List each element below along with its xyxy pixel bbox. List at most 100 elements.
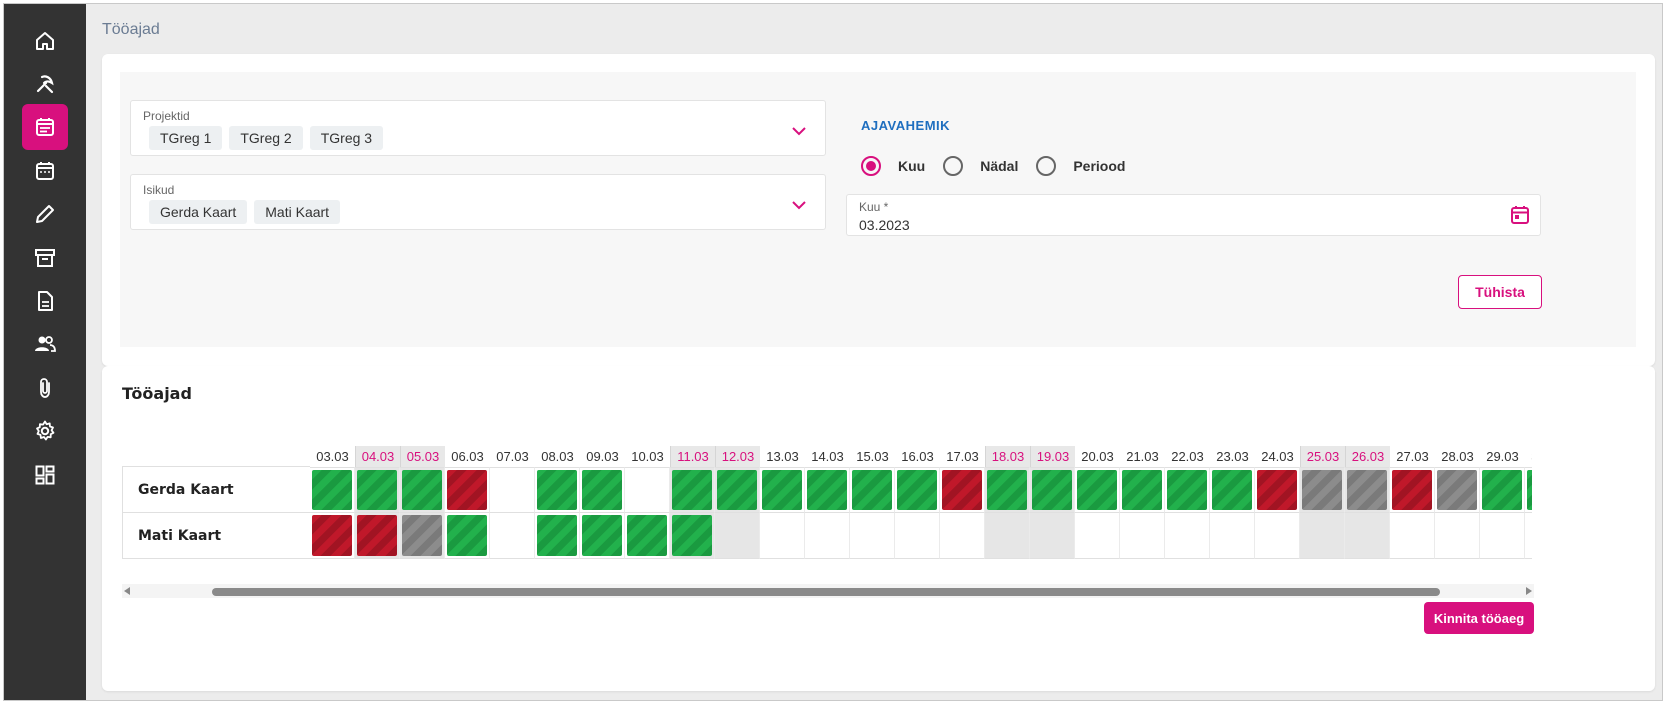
sidebar-item-people[interactable] <box>22 321 68 367</box>
timesheet-cell[interactable] <box>1480 467 1525 513</box>
timesheet-cell[interactable] <box>310 513 355 559</box>
worktime-block-red[interactable] <box>942 470 982 510</box>
timesheet-cell[interactable] <box>670 513 715 559</box>
timesheet-cell[interactable] <box>1480 513 1525 559</box>
worktime-block-red[interactable] <box>357 515 397 556</box>
worktime-block-green[interactable] <box>627 515 667 556</box>
scroll-right-arrow-icon[interactable] <box>1526 587 1532 595</box>
timesheet-cell[interactable] <box>1255 467 1300 513</box>
timesheet-cell[interactable] <box>940 467 985 513</box>
chip[interactable]: TGreg 1 <box>149 126 223 150</box>
worktime-block-green[interactable] <box>582 515 622 556</box>
radio-label[interactable]: Periood <box>1073 158 1126 174</box>
radio-label[interactable]: Kuu <box>898 158 926 174</box>
sidebar-item-archive[interactable] <box>22 235 68 281</box>
worktime-block-green[interactable] <box>537 515 577 556</box>
chip[interactable]: Gerda Kaart <box>149 200 248 224</box>
timesheet-cell[interactable] <box>715 467 760 513</box>
timesheet-cell[interactable] <box>1210 467 1255 513</box>
timesheet-cell[interactable] <box>1255 513 1300 559</box>
timesheet-cell[interactable] <box>1030 513 1075 559</box>
timesheet-cell[interactable] <box>1345 513 1390 559</box>
worktime-block-green[interactable] <box>1482 470 1522 510</box>
timesheet-cell[interactable] <box>625 513 670 559</box>
worktime-block-red[interactable] <box>1392 470 1432 510</box>
worktime-block-green[interactable] <box>537 470 577 510</box>
sidebar-item-gear[interactable] <box>22 408 68 454</box>
timesheet-cell[interactable] <box>1075 513 1120 559</box>
worktime-block-green[interactable] <box>1527 470 1532 510</box>
radio-kuu[interactable] <box>861 156 881 176</box>
worktime-block-green[interactable] <box>717 470 757 510</box>
timesheet-cell[interactable] <box>310 467 355 513</box>
timesheet-cell[interactable] <box>1300 467 1345 513</box>
timesheet-cell[interactable] <box>805 513 850 559</box>
sidebar-item-dashboard[interactable] <box>22 452 68 498</box>
worktime-block-green[interactable] <box>1122 470 1162 510</box>
worktime-block-green[interactable] <box>807 470 847 510</box>
timesheet-cell[interactable] <box>400 467 445 513</box>
worktime-block-green[interactable] <box>1167 470 1207 510</box>
sidebar-item-document[interactable] <box>22 278 68 324</box>
timesheet-cell[interactable] <box>1165 467 1210 513</box>
timesheet-cell[interactable] <box>850 513 895 559</box>
timesheet-cell[interactable] <box>445 513 490 559</box>
chip[interactable]: TGreg 2 <box>229 126 303 150</box>
horizontal-scrollbar[interactable] <box>122 584 1534 598</box>
timesheet-cell[interactable] <box>1210 513 1255 559</box>
timesheet-cell[interactable] <box>580 513 625 559</box>
chevron-down-icon[interactable] <box>791 199 807 211</box>
radio-label[interactable]: Nädal <box>980 158 1019 174</box>
sidebar-item-paperclip[interactable] <box>22 365 68 411</box>
timesheet-cell[interactable] <box>805 467 850 513</box>
timesheet-cell[interactable] <box>355 513 400 559</box>
timesheet-cell[interactable] <box>1165 513 1210 559</box>
timesheet-cell[interactable] <box>1120 513 1165 559</box>
timesheet-cell[interactable] <box>1525 513 1532 559</box>
timesheet-cell[interactable] <box>1435 513 1480 559</box>
worktime-block-green[interactable] <box>1212 470 1252 510</box>
timesheet-cell[interactable] <box>985 513 1030 559</box>
calendar-icon[interactable] <box>1510 205 1530 225</box>
worktime-block-red[interactable] <box>1257 470 1297 510</box>
worktime-block-green[interactable] <box>582 470 622 510</box>
chevron-down-icon[interactable] <box>791 125 807 137</box>
worktime-block-green[interactable] <box>1032 470 1072 510</box>
worktime-block-green[interactable] <box>672 470 712 510</box>
sidebar-item-timesheet[interactable] <box>22 104 68 150</box>
timesheet-cell[interactable] <box>1345 467 1390 513</box>
timesheet-cell[interactable] <box>535 467 580 513</box>
sidebar-item-home[interactable] <box>22 18 68 64</box>
worktime-block-green[interactable] <box>402 470 442 510</box>
radio-periood[interactable] <box>1036 156 1057 176</box>
timesheet-cell[interactable] <box>985 467 1030 513</box>
chip[interactable]: TGreg 3 <box>309 126 384 150</box>
timesheet-cell[interactable] <box>355 467 400 513</box>
timesheet-cell[interactable] <box>895 513 940 559</box>
timesheet-cell[interactable] <box>445 467 490 513</box>
chip[interactable]: Mati Kaart <box>254 200 341 224</box>
worktime-block-grey[interactable] <box>402 515 442 556</box>
timesheet-cell[interactable] <box>1390 467 1435 513</box>
worktime-block-green[interactable] <box>357 470 397 510</box>
timesheet-cell[interactable] <box>1120 467 1165 513</box>
sidebar-item-tools[interactable] <box>22 61 68 107</box>
timesheet-cell[interactable] <box>490 467 535 513</box>
worktime-block-green[interactable] <box>1077 470 1117 510</box>
worktime-block-red[interactable] <box>447 470 487 510</box>
timesheet-cell[interactable] <box>400 513 445 559</box>
timesheet-cell[interactable] <box>1525 467 1532 513</box>
timesheet-cell[interactable] <box>625 467 670 513</box>
timesheet-cell[interactable] <box>895 467 940 513</box>
timesheet-cell[interactable] <box>760 467 805 513</box>
timesheet-cell[interactable] <box>1300 513 1345 559</box>
cancel-button[interactable]: Tühista <box>1458 275 1542 309</box>
confirm-worktime-button[interactable]: Kinnita tööaeg <box>1424 602 1534 634</box>
timesheet-cell[interactable] <box>670 467 715 513</box>
worktime-block-grey[interactable] <box>1347 470 1387 510</box>
worktime-block-red[interactable] <box>312 515 352 556</box>
scroll-left-arrow-icon[interactable] <box>124 587 130 595</box>
timesheet-cell[interactable] <box>490 513 535 559</box>
sidebar-item-calendar[interactable] <box>22 148 68 194</box>
timesheet-cell[interactable] <box>535 513 580 559</box>
